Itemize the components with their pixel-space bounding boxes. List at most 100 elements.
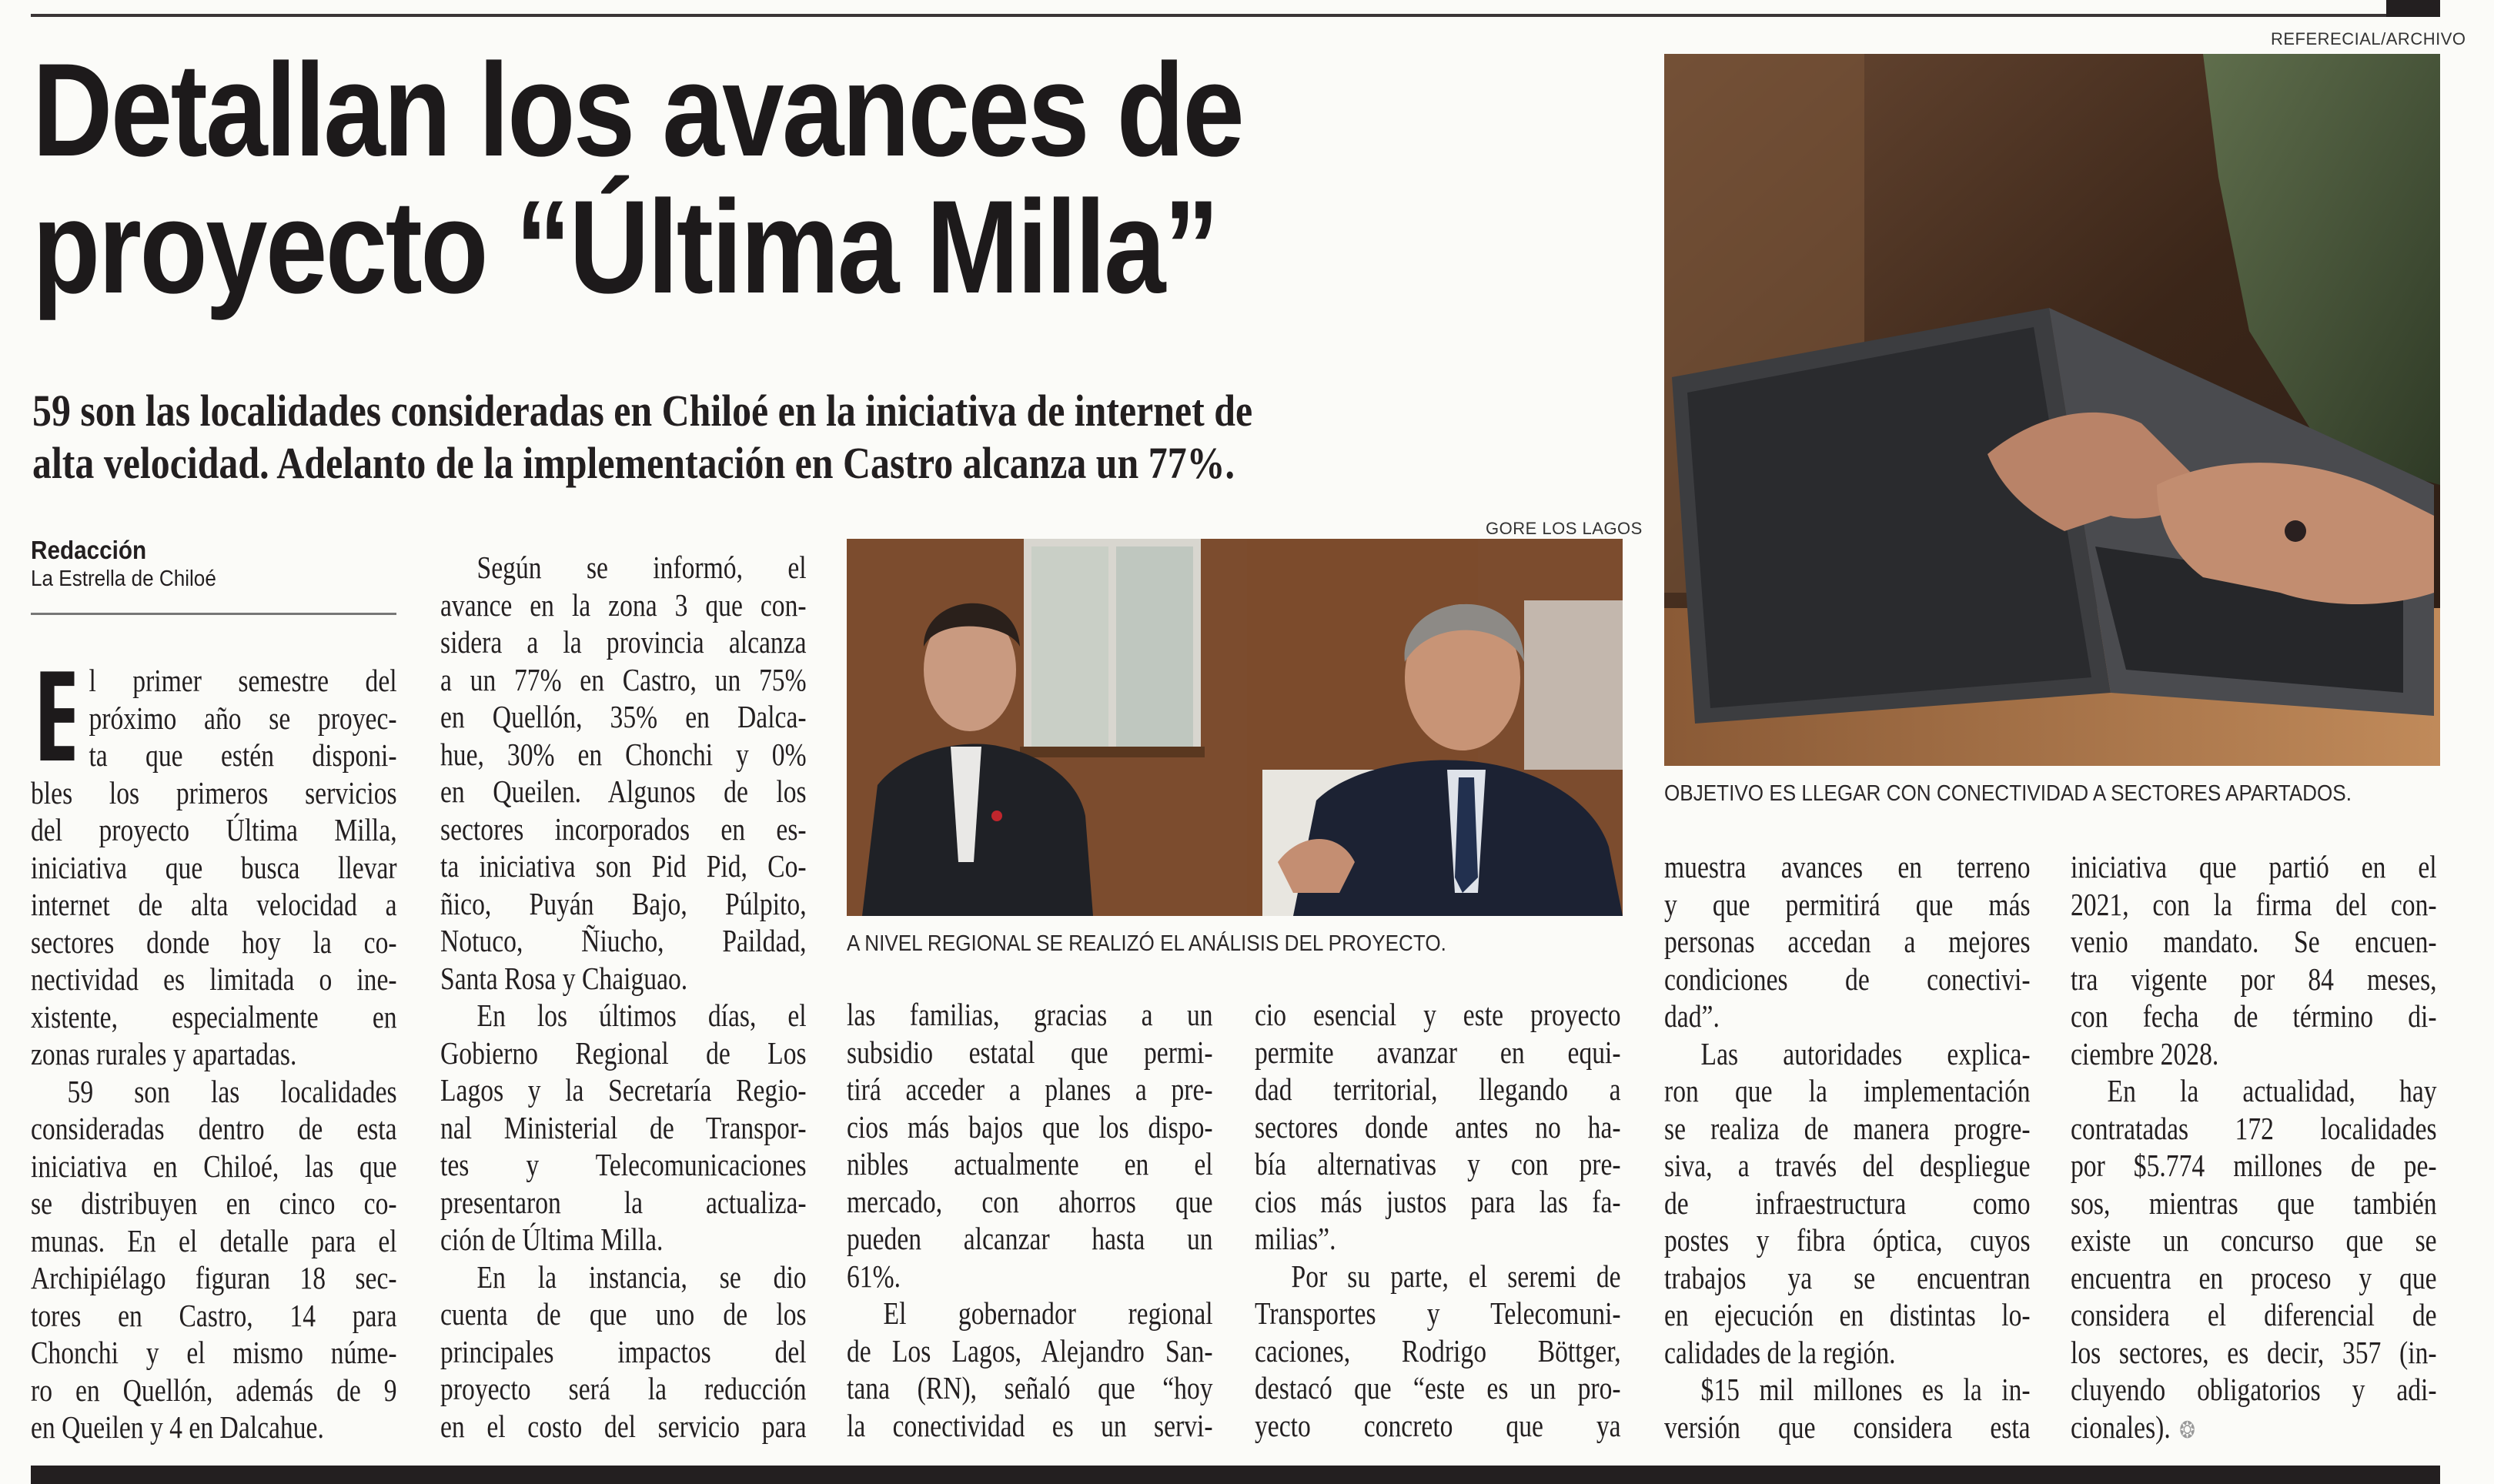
article-line: 61%. bbox=[847, 1258, 901, 1294]
top-block bbox=[2386, 0, 2440, 17]
article-line: de infraestructura como bbox=[1664, 1185, 2031, 1221]
article-line: l primer semestre del bbox=[89, 663, 397, 698]
article-line: $15 mil millones es la in- bbox=[1700, 1372, 2031, 1407]
article-line: en Quellón, 35% en Dalca- bbox=[440, 699, 807, 734]
article-line: por $5.774 millones de pe- bbox=[2071, 1148, 2437, 1183]
article-line: Notuco, Ñiucho, Paildad, bbox=[440, 923, 807, 958]
article-line: sectores donde antes no ha- bbox=[1255, 1108, 1621, 1145]
article-line: 2021, con la firma del con- bbox=[2071, 886, 2437, 922]
article-line: pueden alcanzar hasta un bbox=[847, 1221, 1213, 1256]
article-line: tirá acceder a planes a pre- bbox=[847, 1071, 1213, 1107]
article-line: Chonchi y el mismo núme- bbox=[31, 1335, 397, 1370]
article-line: iniciativa que busca llevar bbox=[31, 849, 397, 885]
article-line: dad territorial, llegando a bbox=[1255, 1071, 1621, 1107]
article-line: en el costo del servicio para bbox=[440, 1408, 807, 1444]
headline: Detallan los avances de proyecto “Última… bbox=[32, 42, 1519, 316]
article-line: condiciones de conectivi- bbox=[1664, 961, 2031, 997]
article-line: de Los Lagos, Alejandro San- bbox=[847, 1332, 1213, 1369]
article-line: ta iniciativa son Pid Pid, Co- bbox=[440, 848, 807, 884]
article-line: las familias, gracias a un bbox=[847, 997, 1213, 1032]
article-line: ciembre 2028. bbox=[2071, 1035, 2219, 1071]
main-photo-credit: REFERECIAL/ARCHIVO bbox=[2271, 29, 2466, 48]
end-of-article-icon: ❂ bbox=[2179, 1416, 2195, 1444]
article-line: caciones, Rodrigo Böttger, bbox=[1255, 1332, 1621, 1369]
article-line: hue, 30% en Chonchi y 0% bbox=[440, 736, 807, 772]
article-line: bía alternativas y con pre- bbox=[1255, 1146, 1621, 1182]
article-line: siva, a través del despliegue bbox=[1664, 1148, 2031, 1183]
article-line: contratadas 172 localidades bbox=[2071, 1110, 2437, 1146]
article-line: se distribuyen en cinco co- bbox=[31, 1185, 397, 1221]
article-line: permite avanzar en equi- bbox=[1255, 1034, 1621, 1070]
article-line: nibles actualmente en el bbox=[847, 1146, 1213, 1182]
article-line: xistente, especialmente en bbox=[31, 998, 397, 1034]
article-line: trabajos ya se encuentran bbox=[1664, 1259, 2031, 1295]
article-line: considera el diferencial de bbox=[2071, 1297, 2437, 1332]
article-column: cio esencial y este proyecto permite avan… bbox=[1255, 996, 1621, 1444]
article-line: ron que la implementación bbox=[1664, 1073, 2031, 1108]
article-line: nectividad es limitada o ine- bbox=[31, 961, 397, 997]
article-line: zonas rurales y apartadas. bbox=[31, 1036, 297, 1071]
top-rule bbox=[31, 14, 2440, 17]
article-line: la conectividad es un servi- bbox=[847, 1407, 1213, 1443]
article-line: calidades de la región. bbox=[1664, 1334, 1896, 1370]
article-line: del proyecto Última Milla, bbox=[31, 812, 397, 847]
headline-line: proyecto “Última Milla” bbox=[32, 173, 1219, 321]
article-line: iniciativa en Chiloé, las que bbox=[31, 1148, 397, 1184]
article-line: cuenta de que uno de los bbox=[440, 1296, 807, 1332]
article-line: Lagos y la Secretaría Regio- bbox=[440, 1072, 807, 1108]
subhead-line: 59 son las localidades consideradas en C… bbox=[32, 386, 1253, 436]
article-line: cionales). bbox=[2071, 1409, 2171, 1445]
subheadline: 59 son las localidades consideradas en C… bbox=[32, 385, 1548, 490]
article-line: cios más justos para las fa- bbox=[1255, 1183, 1621, 1219]
subhead-line: alta velocidad. Adelanto de la implement… bbox=[32, 438, 1235, 488]
article-line: milias”. bbox=[1255, 1221, 1336, 1256]
article-final-line: cionales). ❂ bbox=[2071, 1409, 2437, 1446]
article-line: se realiza de manera progre- bbox=[1664, 1110, 2031, 1146]
article-line: Archipiélago figuran 18 sec- bbox=[31, 1260, 397, 1295]
article-line: tes y Telecomunicaciones bbox=[440, 1147, 807, 1182]
article-line: Gobierno Regional de Los bbox=[440, 1034, 807, 1071]
article-line: tana (RN), señaló que “hoy bbox=[847, 1370, 1213, 1405]
article-line: dad”. bbox=[1664, 998, 1720, 1034]
article-line: próximo año se proyec- bbox=[89, 700, 397, 736]
article-line: subsidio estatal que permi- bbox=[847, 1034, 1213, 1070]
byline-divider bbox=[31, 613, 396, 615]
article-line: sectores incorporados en es- bbox=[440, 811, 807, 847]
bottom-rule bbox=[31, 1466, 2440, 1484]
byline-author: Redacción bbox=[31, 536, 147, 564]
article-line: ro en Quellón, además de 9 bbox=[31, 1372, 397, 1408]
article-line: 59 son las localidades bbox=[67, 1073, 397, 1109]
article-line: proyecto será la reducción bbox=[440, 1371, 807, 1406]
article-line: Transportes y Telecomuni- bbox=[1255, 1295, 1621, 1331]
article-column: muestra avances en terreno y que permitir… bbox=[1664, 848, 2031, 1446]
article-line: mercado, con ahorros que bbox=[847, 1183, 1213, 1219]
article-line: destacó que “este es un pro- bbox=[1255, 1370, 1621, 1405]
article-line: a un 77% en Castro, un 75% bbox=[440, 661, 807, 697]
article-line: cluyendo obligatorios y adi- bbox=[2071, 1372, 2437, 1407]
article-line: bles los primeros servicios bbox=[31, 774, 397, 811]
article-line: En la instancia, se dio bbox=[476, 1258, 807, 1295]
article-line: cios más bajos que los dispo- bbox=[847, 1108, 1213, 1145]
article-line: avance en la zona 3 que con- bbox=[440, 587, 807, 623]
article-line: con fecha de término di- bbox=[2071, 998, 2437, 1034]
article-line: ta que estén disponi- bbox=[89, 737, 397, 773]
article-line: cio esencial y este proyecto bbox=[1255, 997, 1621, 1032]
article-line: yecto concreto que ya bbox=[1255, 1407, 1621, 1443]
article-column: las familias, gracias a un subsidio estat… bbox=[847, 996, 1213, 1444]
article-line: tores en Castro, 14 para bbox=[31, 1297, 397, 1333]
article-line: consideradas dentro de esta bbox=[31, 1111, 397, 1146]
article-line: Según se informó, el bbox=[476, 550, 807, 585]
article-line: postes y fibra óptica, cuyos bbox=[1664, 1222, 2031, 1258]
article-line: encuentra en proceso y que bbox=[2071, 1259, 2437, 1295]
article-line: versión que considera esta bbox=[1664, 1409, 2031, 1445]
article-line: munas. En el detalle para el bbox=[31, 1222, 397, 1258]
article-line: en Queilen y 4 en Dalcahue. bbox=[31, 1409, 324, 1445]
article-line: en ejecución en distintas lo- bbox=[1664, 1297, 2031, 1332]
article-line: sectores donde hoy la co- bbox=[31, 924, 397, 960]
article-line: los sectores, es decir, 357 (in- bbox=[2071, 1334, 2437, 1370]
article-line: tra vigente por 84 meses, bbox=[2071, 961, 2437, 997]
article-line: y que permitirá que más bbox=[1664, 886, 2031, 922]
article-line: internet de alta velocidad a bbox=[31, 887, 397, 922]
inner-photo-credit: GORE LOS LAGOS bbox=[1486, 519, 1643, 538]
article-line: ñico, Puyán Bajo, Púlpito, bbox=[440, 885, 807, 921]
